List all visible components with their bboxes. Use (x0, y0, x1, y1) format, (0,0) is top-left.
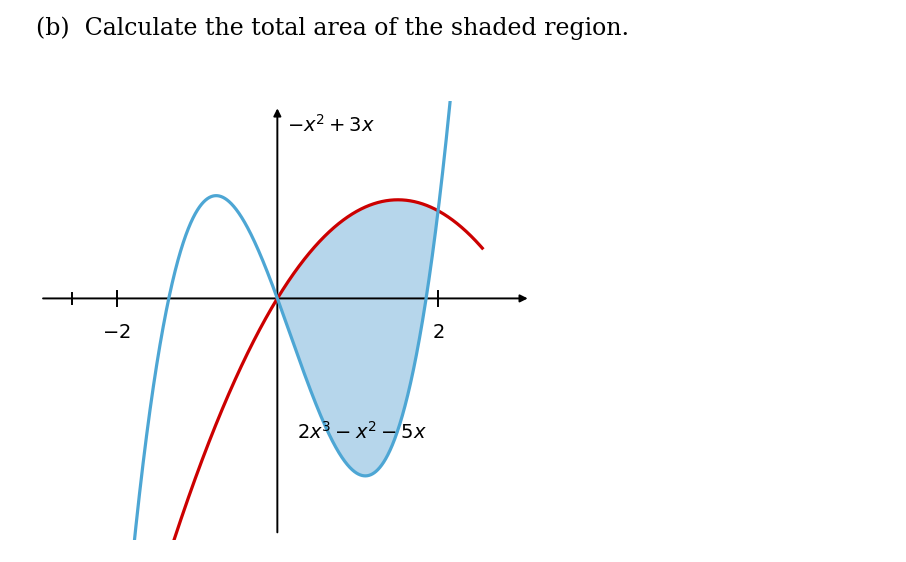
Text: (b)  Calculate the total area of the shaded region.: (b) Calculate the total area of the shad… (36, 17, 630, 40)
Text: $-x^2 + 3x$: $-x^2 + 3x$ (287, 114, 375, 136)
Text: $-2$: $-2$ (102, 323, 131, 342)
Text: $2x^3 - x^2 - 5x$: $2x^3 - x^2 - 5x$ (297, 421, 428, 443)
Text: $2$: $2$ (432, 323, 444, 342)
